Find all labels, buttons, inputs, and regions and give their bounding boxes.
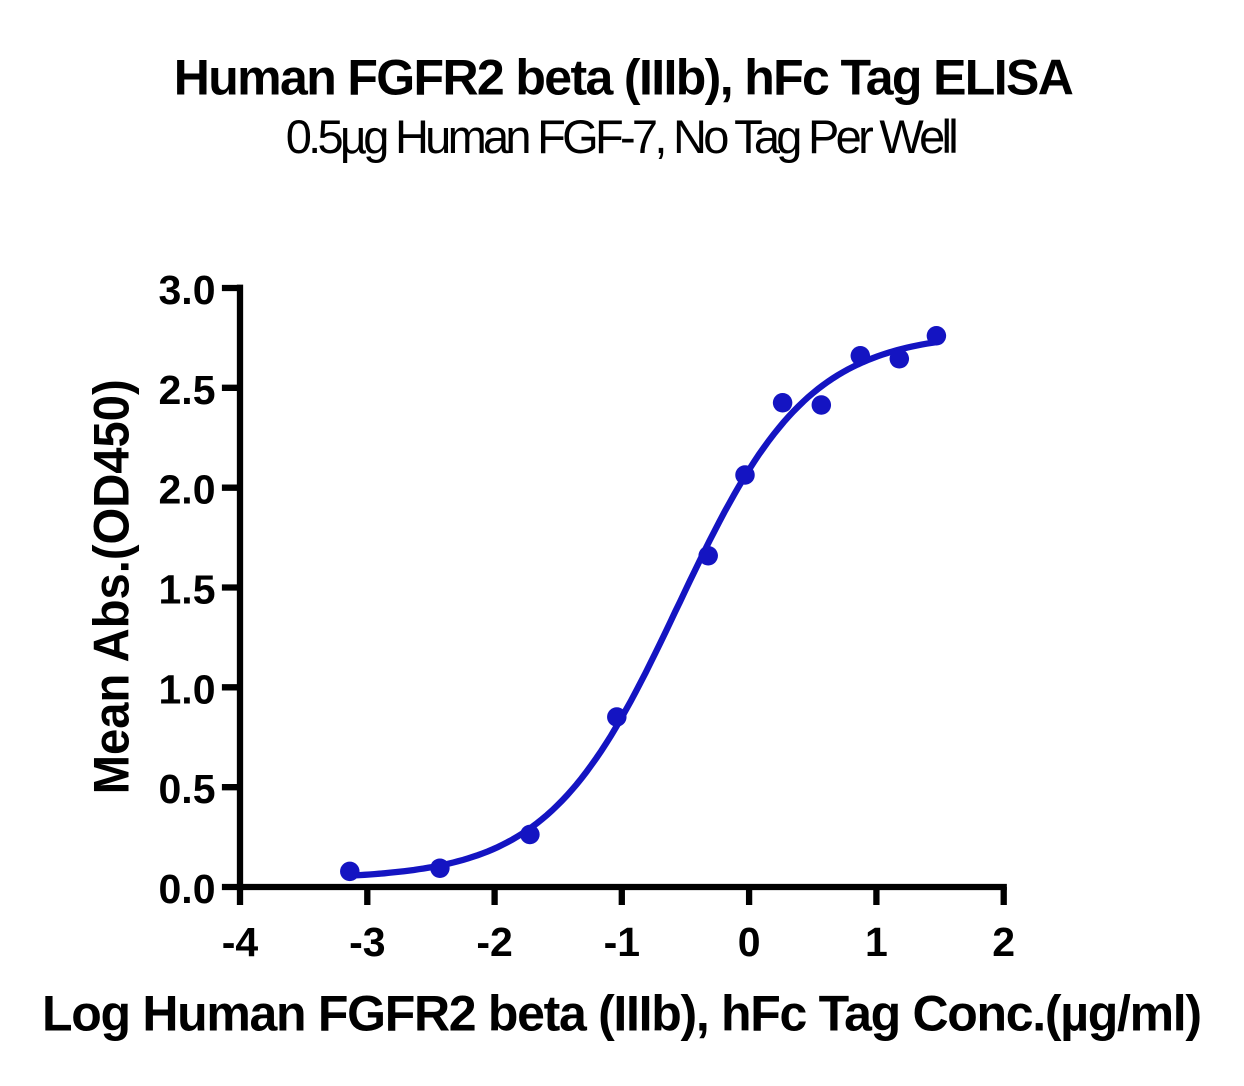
svg-text:1.0: 1.0 — [159, 666, 216, 712]
svg-text:Human FGFR2 beta (IIIb), hFc T: Human FGFR2 beta (IIIb), hFc Tag ELISA — [174, 50, 1074, 106]
svg-text:2.5: 2.5 — [159, 367, 216, 413]
svg-text:1: 1 — [865, 919, 888, 965]
svg-text:0.5µg Human FGF-7, No Tag Per: 0.5µg Human FGF-7, No Tag Per Well — [286, 110, 959, 163]
svg-text:0.0: 0.0 — [159, 866, 216, 912]
svg-text:1.5: 1.5 — [159, 567, 216, 613]
svg-text:2.0: 2.0 — [159, 467, 216, 513]
svg-text:-1: -1 — [604, 919, 640, 965]
svg-text:-4: -4 — [222, 919, 259, 965]
svg-text:0.5: 0.5 — [159, 766, 216, 812]
svg-text:3.0: 3.0 — [159, 267, 216, 313]
svg-text:0: 0 — [738, 919, 761, 965]
svg-text:-2: -2 — [476, 919, 512, 965]
svg-text:Log Human FGFR2 beta (IIIb), h: Log Human FGFR2 beta (IIIb), hFc Tag Con… — [42, 986, 1202, 1042]
svg-text:2: 2 — [992, 919, 1015, 965]
svg-text:Mean Abs.(OD450): Mean Abs.(OD450) — [84, 379, 140, 794]
svg-text:-3: -3 — [349, 919, 385, 965]
